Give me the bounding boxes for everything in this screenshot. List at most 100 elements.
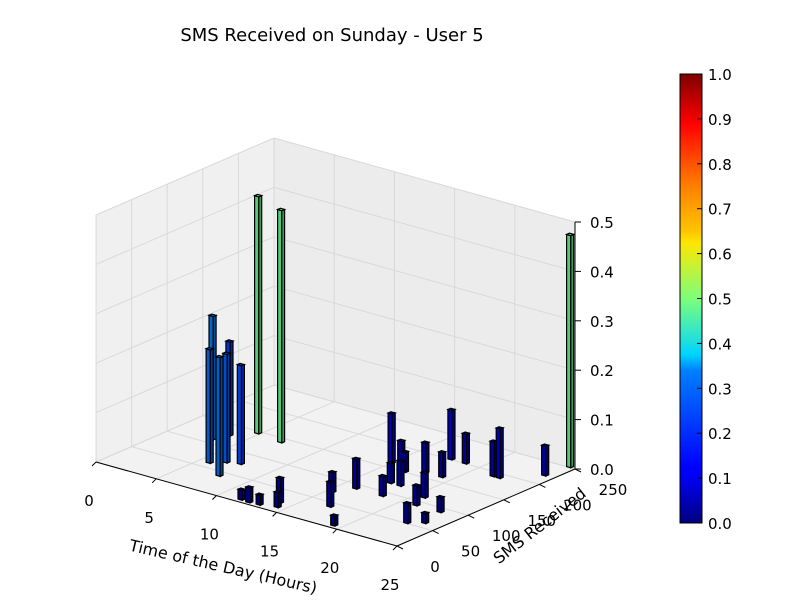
bar	[419, 440, 431, 474]
bar-top-face	[243, 485, 255, 489]
grid-line-z	[95, 137, 275, 216]
bar	[328, 513, 340, 527]
bar-top-face	[204, 346, 215, 351]
colorbar-tick-label: 1.0	[708, 66, 732, 84]
colorbar-tick-label: 0.3	[708, 380, 732, 398]
bar-side-face	[416, 484, 421, 507]
grid-line-x	[216, 418, 395, 497]
bar-side-face	[499, 426, 504, 480]
bar-side-face	[451, 408, 456, 461]
bar-top-face	[224, 339, 235, 343]
grid-line-z	[273, 186, 576, 272]
bar	[494, 426, 505, 480]
x-tick-mark	[91, 461, 97, 467]
y-tick-label: 0	[430, 558, 440, 576]
bar-side-face	[442, 450, 447, 479]
colorbar-tick-label: 0.5	[708, 291, 732, 309]
x-tick-mark	[212, 495, 217, 500]
colorbar-tick-label: 0.8	[708, 156, 732, 174]
bar-side-face	[356, 457, 361, 491]
bar-front-face	[205, 347, 211, 465]
bar-front-face	[412, 484, 418, 507]
y-tick-mark	[432, 530, 439, 535]
bar-side-face	[277, 490, 282, 509]
bar-top-face	[395, 458, 406, 463]
axis-lines	[95, 222, 576, 547]
bar	[401, 500, 413, 525]
bar	[419, 470, 430, 500]
colorbar-tick-label: 0.0	[708, 515, 732, 533]
bar-front-face	[352, 457, 358, 490]
bar	[325, 479, 336, 509]
bar-front-face	[386, 461, 393, 485]
bar-top-face	[419, 510, 431, 515]
y-tick-mark	[467, 514, 475, 519]
bar-side-face	[382, 474, 387, 498]
bar-front-face	[495, 427, 501, 480]
bar	[436, 449, 448, 479]
bar	[377, 473, 389, 498]
bar-front-face	[396, 459, 402, 488]
bar	[435, 494, 446, 514]
bar-side-face	[226, 352, 231, 464]
colorbar-tick-label: 0.9	[708, 111, 732, 129]
bar-front-face	[378, 474, 384, 498]
bar	[272, 489, 284, 509]
bar	[243, 485, 255, 504]
x-tick-mark	[392, 545, 398, 551]
back-pane	[274, 138, 575, 469]
bar	[460, 431, 472, 466]
bar-side-face	[219, 355, 224, 478]
bar-front-face	[420, 471, 426, 499]
bar-front-face	[245, 486, 251, 504]
x-tick-label: 10	[200, 526, 219, 544]
bar-side-face	[229, 340, 234, 438]
grid-line-z	[95, 236, 275, 315]
bar-top-face	[221, 351, 232, 356]
bar-top-face	[236, 487, 247, 492]
bar-front-face	[403, 502, 409, 525]
colorbar-tick-label: 0.1	[708, 470, 732, 488]
colorbar-ticks: 0.0 0.1 0.2 0.3 0.4 0.5 0.6 0.7 0.8 0.9 1.0	[697, 66, 732, 533]
bar-side-face	[407, 501, 412, 525]
bar-front-face	[236, 363, 243, 466]
y-tick-mark	[503, 499, 511, 504]
x-tick-label: 15	[260, 542, 279, 560]
bar-top-face	[214, 354, 225, 359]
bar-top-face	[399, 449, 411, 454]
bar-side-face	[425, 441, 430, 474]
bar-top-face	[274, 475, 286, 480]
bar-top-face	[254, 492, 265, 497]
y-tick-label: 250	[599, 481, 628, 499]
bar-front-face	[237, 488, 243, 502]
bar-front-face	[277, 208, 283, 444]
x-tick-label: 25	[380, 576, 399, 594]
bar-front-face	[387, 412, 393, 465]
bars-group	[204, 193, 576, 527]
bar-top-face	[419, 440, 431, 445]
bar	[214, 354, 225, 478]
bar-side-face	[240, 363, 245, 466]
bar	[275, 207, 287, 444]
bar-top-face	[395, 438, 407, 443]
bar-front-face	[436, 495, 442, 514]
x-tick-label: 5	[144, 509, 154, 527]
bar	[395, 458, 406, 488]
x-tick-label: 20	[320, 559, 339, 577]
z-tick-label: 0.5	[590, 214, 614, 232]
bar	[254, 492, 265, 507]
bar-side-face	[466, 432, 470, 466]
colorbar: 0.0 0.1 0.2 0.3 0.4 0.5 0.6 0.7 0.8 0.9 1.0	[679, 66, 732, 533]
x-tick-mark	[332, 528, 338, 534]
colorbar-tick-label: 0.7	[708, 201, 732, 219]
bar-side-face	[570, 233, 575, 469]
x-tick-label: 0	[84, 492, 94, 510]
bar-front-face	[326, 480, 332, 509]
y-tick-label: 200	[563, 496, 592, 514]
bar	[386, 411, 398, 465]
bar	[385, 460, 397, 485]
bar-side-face	[249, 485, 254, 504]
grid-line-z	[273, 137, 576, 223]
bar-side-face	[391, 412, 396, 465]
